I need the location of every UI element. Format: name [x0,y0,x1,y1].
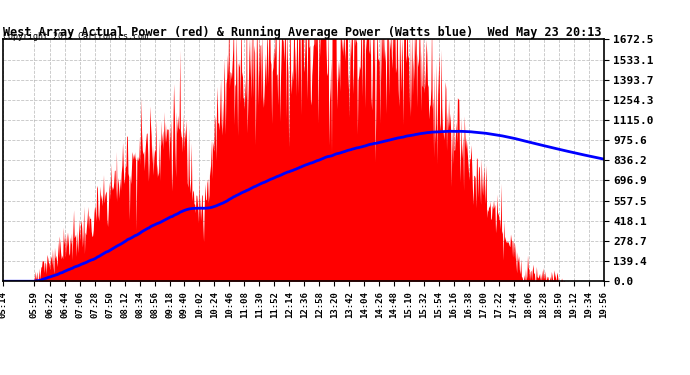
Text: West Array Actual Power (red) & Running Average Power (Watts blue)  Wed May 23 2: West Array Actual Power (red) & Running … [3,26,602,39]
Text: Copyright 2012 Cartronics.com: Copyright 2012 Cartronics.com [3,32,148,41]
